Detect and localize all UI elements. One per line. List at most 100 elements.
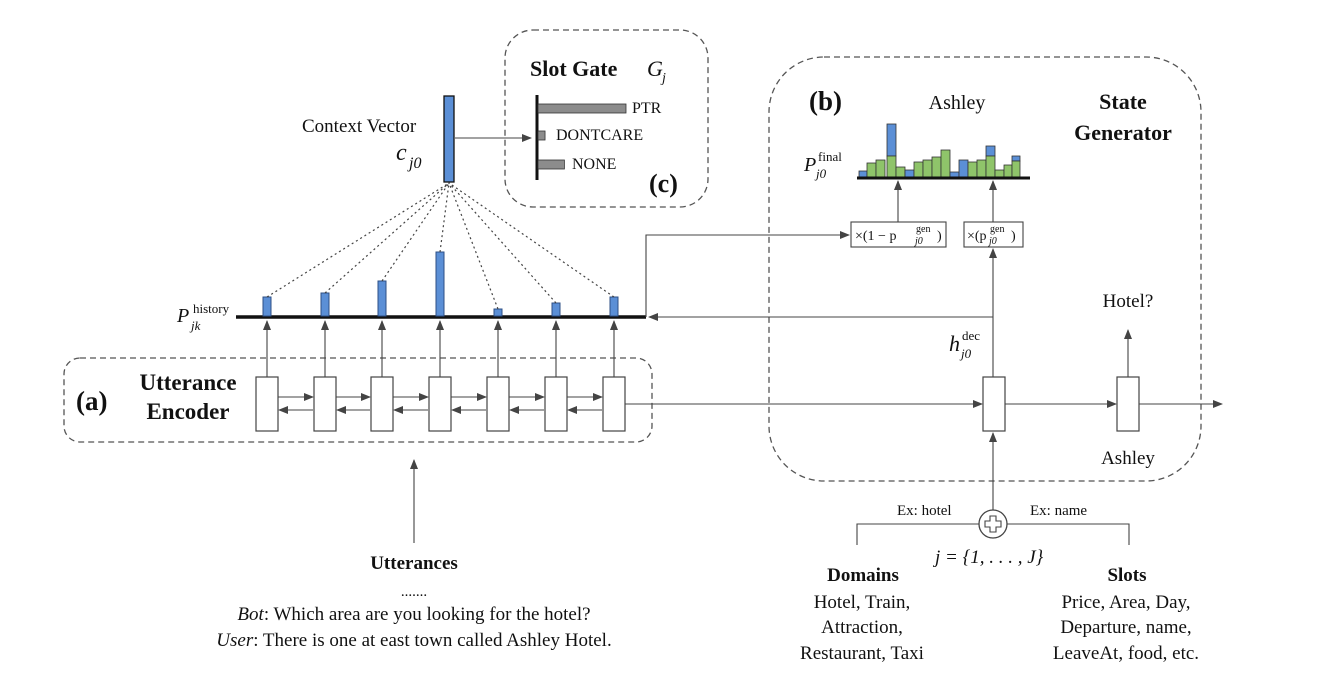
history-bar — [493, 308, 503, 317]
context-vector — [443, 95, 455, 183]
slot-gate-marker: (c) — [649, 169, 678, 198]
user-utterance: User: There is one at east town called A… — [216, 630, 611, 651]
history-label: P — [176, 305, 189, 327]
generator-title-line1: State — [1099, 89, 1147, 114]
domains-title: Domains — [827, 565, 899, 586]
encoder-recurrent-arrows — [278, 393, 603, 414]
history-sub: jk — [189, 318, 201, 333]
user-speaker: User — [216, 630, 254, 651]
final-bar — [904, 169, 915, 178]
slot-gate-option-label: NONE — [572, 156, 616, 173]
output-question: Hotel? — [1103, 291, 1154, 312]
state-generator-box — [768, 56, 1202, 482]
slots-title: Slots — [1107, 565, 1146, 586]
final-bar — [858, 170, 868, 178]
final-dist-label: P — [803, 154, 816, 176]
mult-right-text: ×(p — [967, 229, 987, 244]
mult-left-sup: gen — [916, 224, 930, 235]
encoder-cell — [370, 376, 394, 432]
final-bar — [985, 155, 996, 178]
mult-right-sup: gen — [990, 224, 1004, 235]
utterance-encoder-box — [63, 357, 653, 443]
history-bar — [609, 296, 619, 317]
sum-icon-plus — [984, 515, 1002, 533]
encoder-up-arrows — [263, 320, 618, 377]
output-word: Ashley — [1101, 448, 1155, 469]
mult-left-text: ×(1 − p — [855, 229, 896, 244]
slot-gate-bars: PTR DONTCARE NONE — [537, 100, 662, 173]
encoder-cell — [428, 376, 452, 432]
domains-line: Restaurant, Taxi — [800, 643, 924, 664]
encoder-title-line1: Utterance — [139, 370, 236, 395]
final-dist-bars — [858, 123, 1021, 178]
slot-gate-title: Slot Gate — [530, 56, 618, 81]
decoder-cell-1 — [982, 376, 1006, 432]
decoder-hidden-sub: j0 — [959, 346, 972, 361]
index-formula: j = {1, . . . , J} — [932, 547, 1044, 568]
generator-title-line2: Generator — [1074, 120, 1172, 145]
slot-gate-bar-ptr — [537, 103, 627, 114]
user-text: : There is one at east town called Ashle… — [253, 630, 611, 651]
history-bar — [377, 280, 387, 317]
attention-lines — [266, 182, 615, 310]
encoder-marker: (a) — [76, 386, 107, 416]
final-bar — [949, 171, 960, 178]
decoder-hidden-sup: dec — [962, 328, 980, 343]
history-bar — [435, 251, 445, 317]
history-bar — [551, 302, 561, 317]
mult-right-sub: j0 — [987, 236, 997, 247]
slot-gate-option-label: DONTCARE — [556, 127, 643, 144]
slot-gate-bar-dontcare — [537, 130, 546, 141]
encoder-cell — [313, 376, 337, 432]
final-dist-sub: j0 — [814, 166, 827, 181]
final-bar — [922, 159, 933, 178]
history-sup: history — [193, 301, 230, 316]
context-vector-symbol: c — [396, 140, 407, 166]
encoder-cell — [486, 376, 510, 432]
final-bar — [1003, 164, 1013, 178]
final-bar — [976, 159, 987, 178]
final-bar — [940, 149, 951, 178]
bot-speaker: Bot — [237, 604, 264, 625]
mult-left-sub: j0 — [913, 236, 923, 247]
utterances-title: Utterances — [370, 553, 458, 574]
bot-utterance: Bot: Which area are you looking for the … — [237, 604, 590, 625]
final-bar — [931, 156, 942, 178]
final-bar — [866, 162, 877, 178]
encoder-cell — [544, 376, 568, 432]
final-bar-blue-top — [886, 123, 897, 157]
final-bar — [875, 159, 886, 178]
final-bar — [1011, 160, 1021, 178]
final-bar — [994, 169, 1005, 178]
slots-line: Departure, name, — [1060, 617, 1191, 638]
mult-right-box — [963, 221, 1024, 248]
generator-top-word: Ashley — [929, 92, 986, 114]
ex-hotel-label: Ex: hotel — [897, 503, 952, 519]
context-vector-label: Context Vector — [302, 116, 417, 137]
encoder-cells — [255, 376, 626, 432]
domains-line: Attraction, — [821, 617, 903, 638]
ex-name-label: Ex: name — [1030, 503, 1087, 519]
history-bar — [262, 296, 272, 317]
slots-line: LeaveAt, food, etc. — [1053, 643, 1199, 664]
mult-left-close: ) — [937, 229, 942, 244]
history-to-mult-arrow — [645, 231, 850, 317]
final-bar-blue-top — [1011, 155, 1021, 162]
history-bar — [320, 292, 330, 317]
slot-gate-symbol-sub: j — [660, 71, 666, 86]
context-vector-sub: j0 — [407, 155, 421, 172]
final-bar-blue-top — [985, 145, 996, 157]
domains-line: Hotel, Train, — [814, 592, 911, 613]
encoder-cell — [602, 376, 626, 432]
encoder-title-line2: Encoder — [146, 399, 229, 424]
final-bar — [958, 159, 969, 178]
encoder-cell — [255, 376, 279, 432]
generator-marker: (b) — [809, 86, 842, 116]
slot-gate-box — [504, 29, 709, 208]
bot-text: : Which area are you looking for the hot… — [264, 604, 591, 625]
slot-gate-bar-none — [537, 159, 565, 170]
slot-gate-option-label: PTR — [632, 100, 662, 117]
history-bars — [262, 251, 619, 317]
final-bar — [967, 161, 978, 178]
